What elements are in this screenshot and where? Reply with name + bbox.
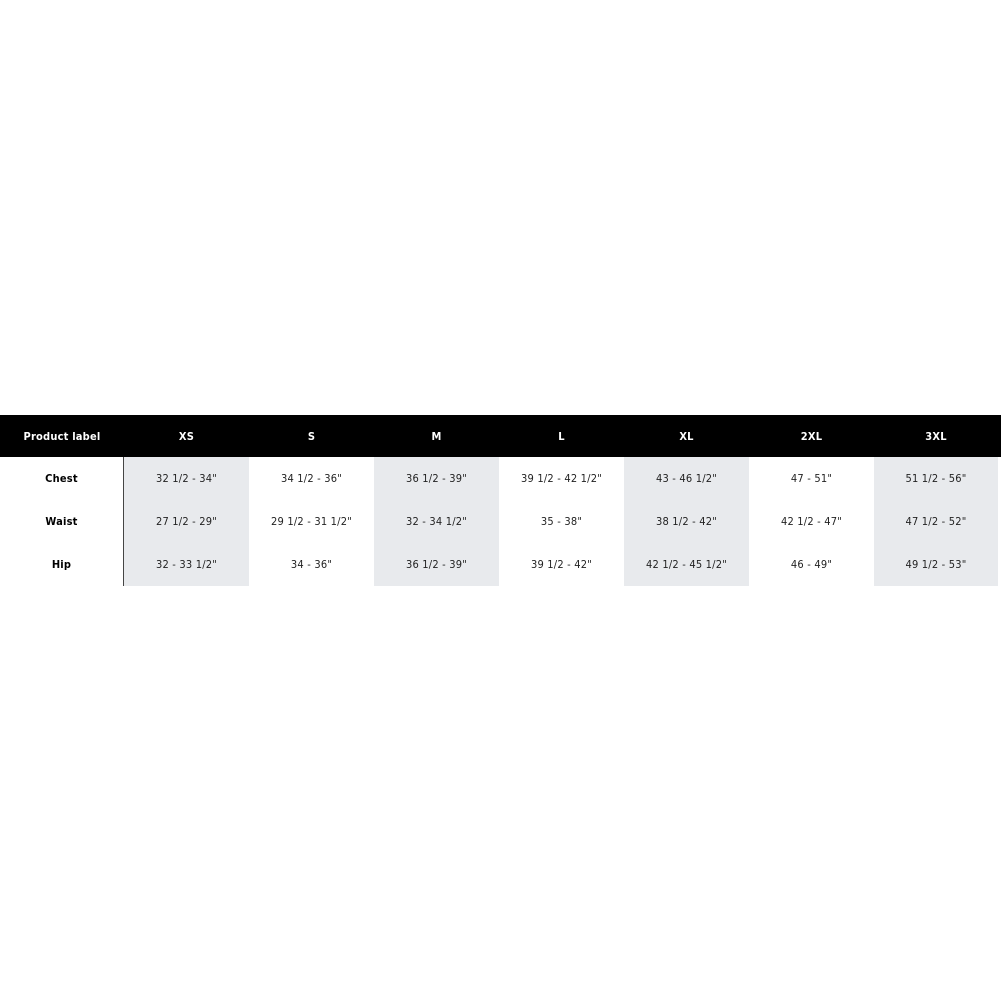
measurement-cell: 46 - 49" — [790, 558, 833, 571]
measurement-cell: 47 1/2 - 52" — [874, 500, 998, 543]
measurement-cell: 43 - 46 1/2" — [624, 457, 749, 500]
row-label: Waist — [0, 500, 124, 543]
size-chart-table: Product label XS S M L XL 2XL 3XL Chest 3… — [0, 415, 1001, 586]
table-row: Chest 32 1/2 - 34" 34 1/2 - 36" 36 1/2 - 39… — [0, 457, 1001, 500]
measurement-cell: 32 1/2 - 34" — [124, 457, 249, 500]
header-size-3xl: 3XL — [925, 429, 947, 443]
header-size-xs: XS — [178, 429, 195, 443]
measurement-cell: 36 1/2 - 39" — [374, 457, 499, 500]
measurement-cell: 49 1/2 - 53" — [874, 543, 998, 586]
measurement-cell: 34 1/2 - 36" — [280, 472, 343, 485]
header-size-xl: XL — [679, 429, 694, 443]
measurement-cell: 32 - 34 1/2" — [374, 500, 499, 543]
measurement-cell: 47 - 51" — [790, 472, 833, 485]
measurement-cell: 39 1/2 - 42" — [530, 558, 593, 571]
table-row: Waist 27 1/2 - 29" 29 1/2 - 31 1/2" 32 - 34… — [0, 500, 1001, 543]
measurement-cell: 29 1/2 - 31 1/2" — [271, 515, 352, 528]
measurement-cell: 34 - 36" — [290, 558, 333, 571]
row-label: Chest — [0, 457, 124, 500]
measurement-cell: 51 1/2 - 56" — [874, 457, 998, 500]
table-row: Hip 32 - 33 1/2" 34 - 36" 36 1/2 - 39" 39 1/… — [0, 543, 1001, 586]
measurement-cell: 35 - 38" — [540, 515, 583, 528]
measurement-cell: 27 1/2 - 29" — [124, 500, 249, 543]
measurement-cell: 38 1/2 - 42" — [624, 500, 749, 543]
row-label: Hip — [0, 543, 124, 586]
measurement-cell: 36 1/2 - 39" — [374, 543, 499, 586]
header-product-label: Product label — [23, 429, 101, 443]
header-size-l: L — [558, 429, 565, 443]
header-size-s: S — [307, 429, 316, 443]
measurement-cell: 42 1/2 - 45 1/2" — [624, 543, 749, 586]
table-header-row: Product label XS S M L XL 2XL 3XL — [0, 415, 1001, 457]
measurement-cell: 39 1/2 - 42 1/2" — [521, 472, 602, 485]
header-size-2xl: 2XL — [800, 429, 823, 443]
measurement-cell: 42 1/2 - 47" — [780, 515, 843, 528]
measurement-cell: 32 - 33 1/2" — [124, 543, 249, 586]
header-size-m: M — [431, 429, 442, 443]
